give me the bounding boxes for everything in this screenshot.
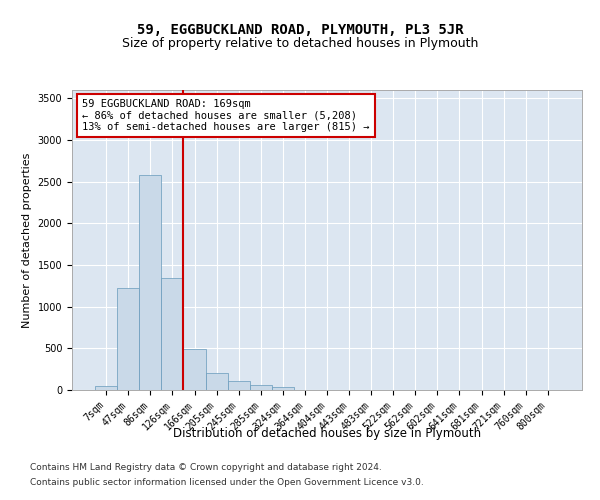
Text: Distribution of detached houses by size in Plymouth: Distribution of detached houses by size … [173, 428, 481, 440]
Text: 59, EGGBUCKLAND ROAD, PLYMOUTH, PL3 5JR: 59, EGGBUCKLAND ROAD, PLYMOUTH, PL3 5JR [137, 22, 463, 36]
Text: Contains public sector information licensed under the Open Government Licence v3: Contains public sector information licen… [30, 478, 424, 487]
Bar [161, 278, 184, 390]
Bar [206, 372, 227, 390]
Bar [139, 175, 161, 390]
Y-axis label: Number of detached properties: Number of detached properties [22, 152, 32, 328]
Text: Size of property relative to detached houses in Plymouth: Size of property relative to detached ho… [122, 38, 478, 51]
Bar [117, 288, 139, 390]
Text: Contains HM Land Registry data © Crown copyright and database right 2024.: Contains HM Land Registry data © Crown c… [30, 463, 382, 472]
Bar [184, 349, 206, 390]
Bar [95, 386, 117, 390]
Text: 59 EGGBUCKLAND ROAD: 169sqm
← 86% of detached houses are smaller (5,208)
13% of : 59 EGGBUCKLAND ROAD: 169sqm ← 86% of det… [82, 99, 370, 132]
Bar [250, 386, 272, 390]
Bar [227, 381, 250, 390]
Bar [272, 387, 294, 390]
